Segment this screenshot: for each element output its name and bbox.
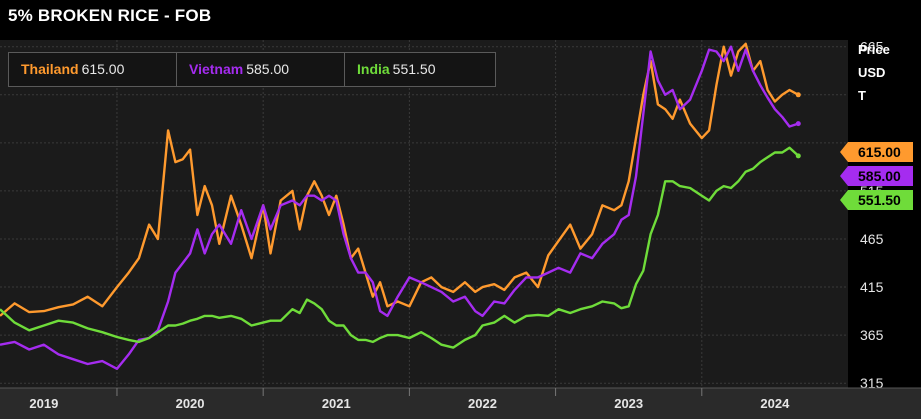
legend-thailand[interactable]: Thailand 615.00 <box>8 52 178 87</box>
x-tick-label: 2024 <box>760 396 790 411</box>
y-tick-label: 365 <box>860 327 884 343</box>
y-axis-unit-line: T <box>858 88 866 103</box>
badge-shape <box>840 142 913 162</box>
y-axis-unit-line: USD <box>858 65 886 80</box>
legend-vietnam-name: Vietnam <box>189 61 244 77</box>
chart-title: 5% BROKEN RICE - FOB <box>8 6 212 25</box>
badge-value: 615.00 <box>858 144 901 160</box>
series-line-india <box>0 146 800 349</box>
last-value-badges: 615.00 585.00 551.50 <box>795 92 913 210</box>
series-endpoint <box>795 121 801 127</box>
series-line-thailand <box>0 42 799 317</box>
legend-india-value: 551.50 <box>392 61 436 77</box>
plot-area <box>0 40 848 388</box>
legend-vietnam[interactable]: Vietnam 585.00 <box>176 52 346 87</box>
y-axis-unit-label: Price USD T <box>858 38 890 107</box>
badge-shape <box>840 166 913 186</box>
x-tick-label: 2021 <box>322 396 351 411</box>
legend-india[interactable]: India 551.50 <box>344 52 496 87</box>
legend-thailand-value: 615.00 <box>81 61 125 77</box>
x-tick-label: 2022 <box>468 396 497 411</box>
last-value-badge-india: 551.50 <box>795 153 913 210</box>
x-tick-label: 2019 <box>29 396 58 411</box>
series-endpoint <box>795 92 801 98</box>
legend-india-name: India <box>357 61 390 77</box>
x-axis-band <box>0 388 921 419</box>
last-value-badge-vietnam: 585.00 <box>795 121 913 186</box>
badge-shape <box>840 190 913 210</box>
y-axis-unit-line: Price <box>858 42 890 57</box>
gridlines <box>0 40 848 388</box>
legend-vietnam-value: 585.00 <box>246 61 290 77</box>
y-tick-label: 315 <box>860 375 884 391</box>
badge-value: 551.50 <box>858 192 901 208</box>
y-tick-label: 665 <box>860 39 884 55</box>
x-axis: 2019 2020 2021 2022 2023 2024 <box>0 387 921 419</box>
series-endpoint <box>795 153 801 159</box>
series-line-vietnam <box>0 45 799 370</box>
legend-thailand-name: Thailand <box>21 61 79 77</box>
x-tick-label: 2020 <box>176 396 205 411</box>
badge-value: 585.00 <box>858 168 901 184</box>
y-tick-label: 415 <box>860 279 884 295</box>
y-tick-label: 465 <box>860 231 884 247</box>
series-lines <box>0 42 800 370</box>
x-tick-label: 2023 <box>614 396 643 411</box>
last-value-badge-thailand: 615.00 <box>795 92 913 162</box>
